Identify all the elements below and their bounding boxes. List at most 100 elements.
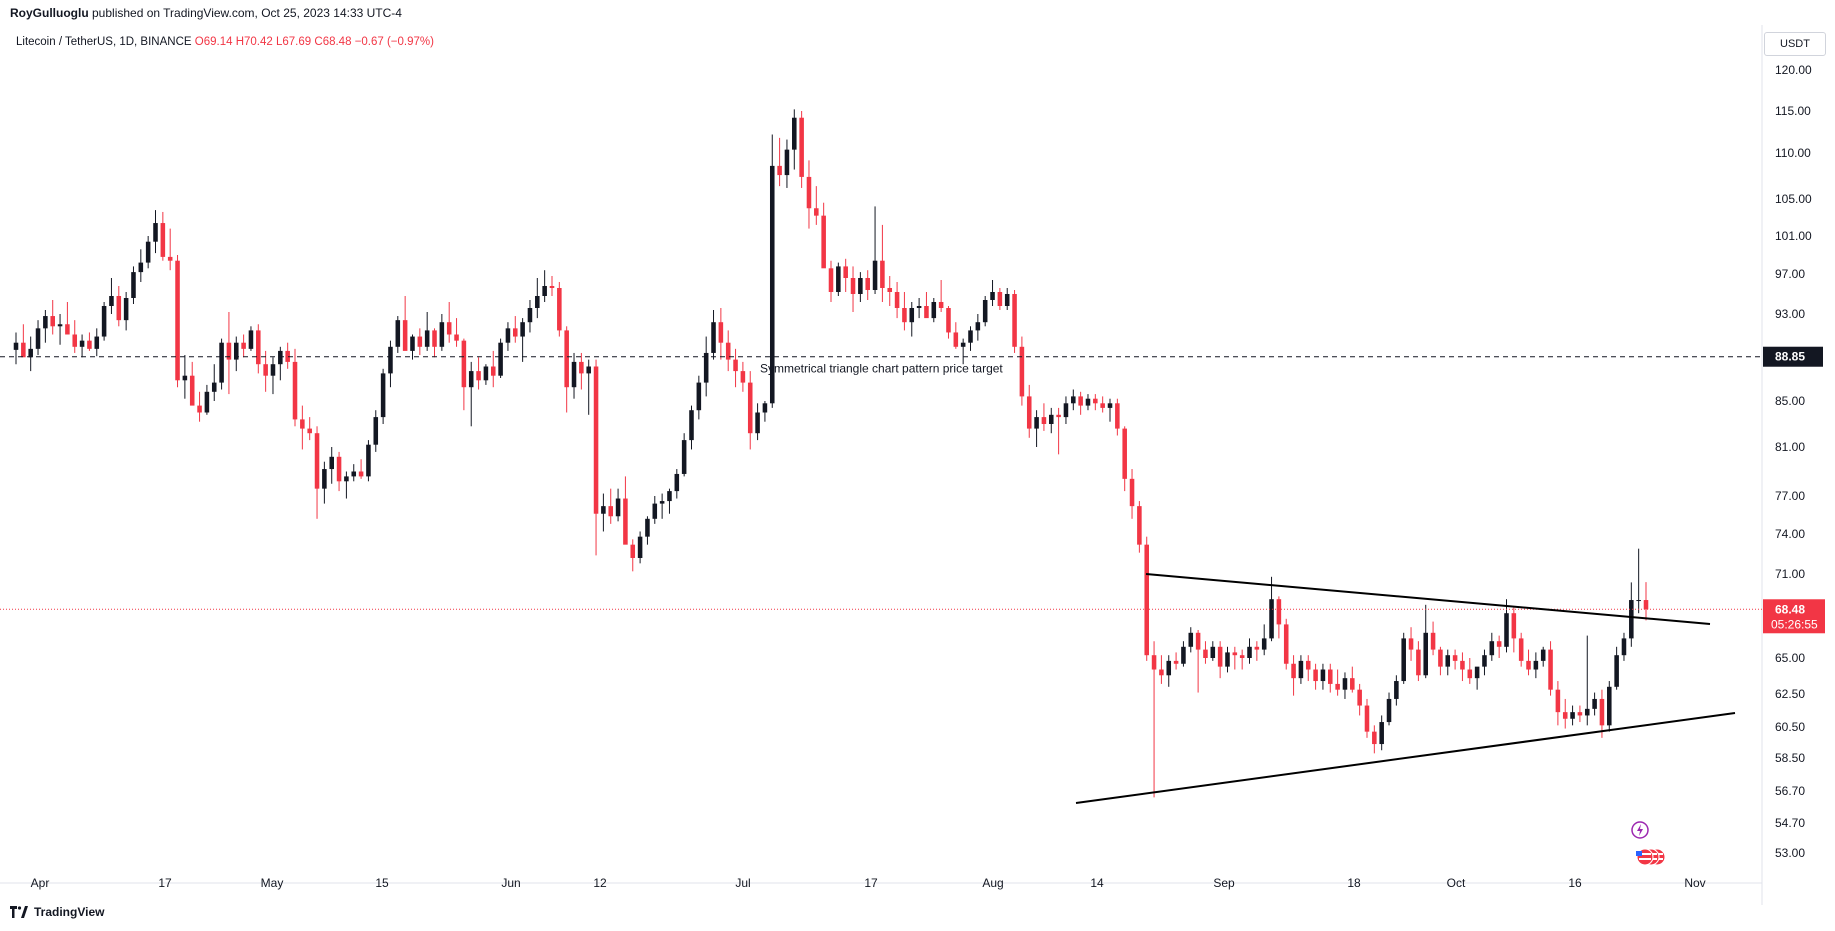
candle-body xyxy=(667,491,672,502)
candle-body xyxy=(1577,712,1583,716)
candle-body xyxy=(175,260,180,381)
y-tick-label: 77.00 xyxy=(1775,489,1805,503)
candle-body xyxy=(1526,660,1531,670)
candle-body xyxy=(131,272,136,298)
candle-body xyxy=(527,308,533,323)
trendline-upper xyxy=(1145,573,1711,625)
candle-body xyxy=(28,348,33,358)
currency-label[interactable]: USDT xyxy=(1764,32,1826,56)
candle-body xyxy=(410,336,415,351)
candle-body xyxy=(1041,417,1047,424)
candle-body xyxy=(87,340,92,349)
candle-body xyxy=(916,306,922,308)
y-tick-label: 60.50 xyxy=(1775,720,1805,734)
candle-body xyxy=(373,417,379,445)
candle-body xyxy=(1364,705,1370,732)
publisher-name[interactable]: RoyGulluoglu xyxy=(10,6,89,20)
target-price-badge xyxy=(1763,346,1823,367)
event-flag-canton xyxy=(1636,851,1642,856)
candle-body xyxy=(513,328,518,337)
last-price-badge xyxy=(1763,599,1825,634)
candle-body xyxy=(637,536,643,558)
candle-body xyxy=(307,428,312,434)
candle-body xyxy=(263,364,268,376)
candle-body xyxy=(931,302,937,319)
candle-body xyxy=(1643,600,1649,610)
candle-body xyxy=(65,324,70,335)
candle-body xyxy=(681,440,687,474)
candle-body xyxy=(579,361,584,374)
candle-body xyxy=(1313,669,1318,682)
candle-body xyxy=(505,328,511,343)
candle-body xyxy=(101,306,107,337)
x-tick-label: Apr xyxy=(31,876,50,890)
y-tick-label: 56.70 xyxy=(1775,784,1805,798)
candle-body xyxy=(703,352,709,383)
candle-body xyxy=(204,391,210,413)
candle-body xyxy=(872,260,878,290)
candle-body xyxy=(1093,398,1098,404)
candle-body xyxy=(1217,646,1223,667)
candle-body xyxy=(924,306,929,319)
candle-body xyxy=(1584,708,1590,716)
candle-body xyxy=(292,361,298,420)
countdown-label: 05:26:55 xyxy=(1771,617,1818,631)
candle-body xyxy=(689,410,694,441)
candle-body xyxy=(432,330,437,347)
y-tick-label: 93.00 xyxy=(1775,307,1805,321)
flash-event-icon xyxy=(1631,821,1649,839)
candle-body xyxy=(549,286,555,288)
candle-body xyxy=(1203,649,1208,658)
y-tick-label: 105.00 xyxy=(1775,192,1812,206)
candle-body xyxy=(711,322,716,353)
candle-body xyxy=(894,292,900,308)
candle-body xyxy=(997,292,1003,306)
y-tick-label: 101.00 xyxy=(1775,229,1812,243)
candle-body xyxy=(1085,398,1091,406)
candle-body xyxy=(814,208,819,216)
candle-body xyxy=(733,359,738,372)
candle-body xyxy=(1276,599,1282,625)
candle-body xyxy=(182,375,188,381)
candle-body xyxy=(1474,666,1480,679)
candle-body xyxy=(1335,683,1340,690)
candle-body xyxy=(35,328,41,349)
price-chart[interactable]: 120.00 115.00 110.00 105.00 101.00 97.00 93.00… xyxy=(0,25,1835,905)
footer-brand[interactable]: TradingView xyxy=(34,905,105,919)
candle-body xyxy=(109,296,114,306)
candle-body xyxy=(1482,655,1487,667)
us-flag-events-icon xyxy=(1636,848,1666,866)
y-tick-label: 71.00 xyxy=(1775,567,1805,581)
legend-high: H70.42 xyxy=(235,36,273,48)
candle-body xyxy=(777,165,782,176)
candle-body xyxy=(233,342,239,360)
candle-body xyxy=(476,371,481,381)
candle-body xyxy=(1496,641,1502,647)
candle-body xyxy=(1048,414,1054,424)
candle-body xyxy=(659,501,665,504)
candle-body xyxy=(821,215,826,269)
candle-body xyxy=(1350,678,1355,690)
candle-body xyxy=(468,371,474,388)
candle-body xyxy=(630,544,636,558)
symbol-name[interactable]: Litecoin / TetherUS, 1D, BINANCE xyxy=(16,36,192,48)
y-tick-label: 110.00 xyxy=(1775,146,1811,160)
candle-body xyxy=(799,117,804,177)
event-flag-stripe xyxy=(1639,858,1651,860)
y-tick-label: 53.00 xyxy=(1775,846,1805,860)
candle-body xyxy=(1151,655,1157,670)
candle-body xyxy=(1438,649,1443,667)
candle-body xyxy=(322,469,327,489)
candle-body xyxy=(300,419,305,429)
candle-body xyxy=(645,518,650,537)
x-tick-label: Jun xyxy=(501,876,520,890)
candle-body xyxy=(344,476,349,482)
publisher-header: RoyGulluoglu published on TradingView.co… xyxy=(10,6,402,20)
candle-body xyxy=(792,117,797,150)
candle-body xyxy=(762,403,768,413)
candle-body xyxy=(1122,428,1127,479)
y-tick-label: 81.00 xyxy=(1775,440,1805,454)
legend-change: −0.67 (−0.97%) xyxy=(354,36,434,48)
candle-body xyxy=(1100,403,1105,408)
candle-body xyxy=(1540,649,1546,661)
